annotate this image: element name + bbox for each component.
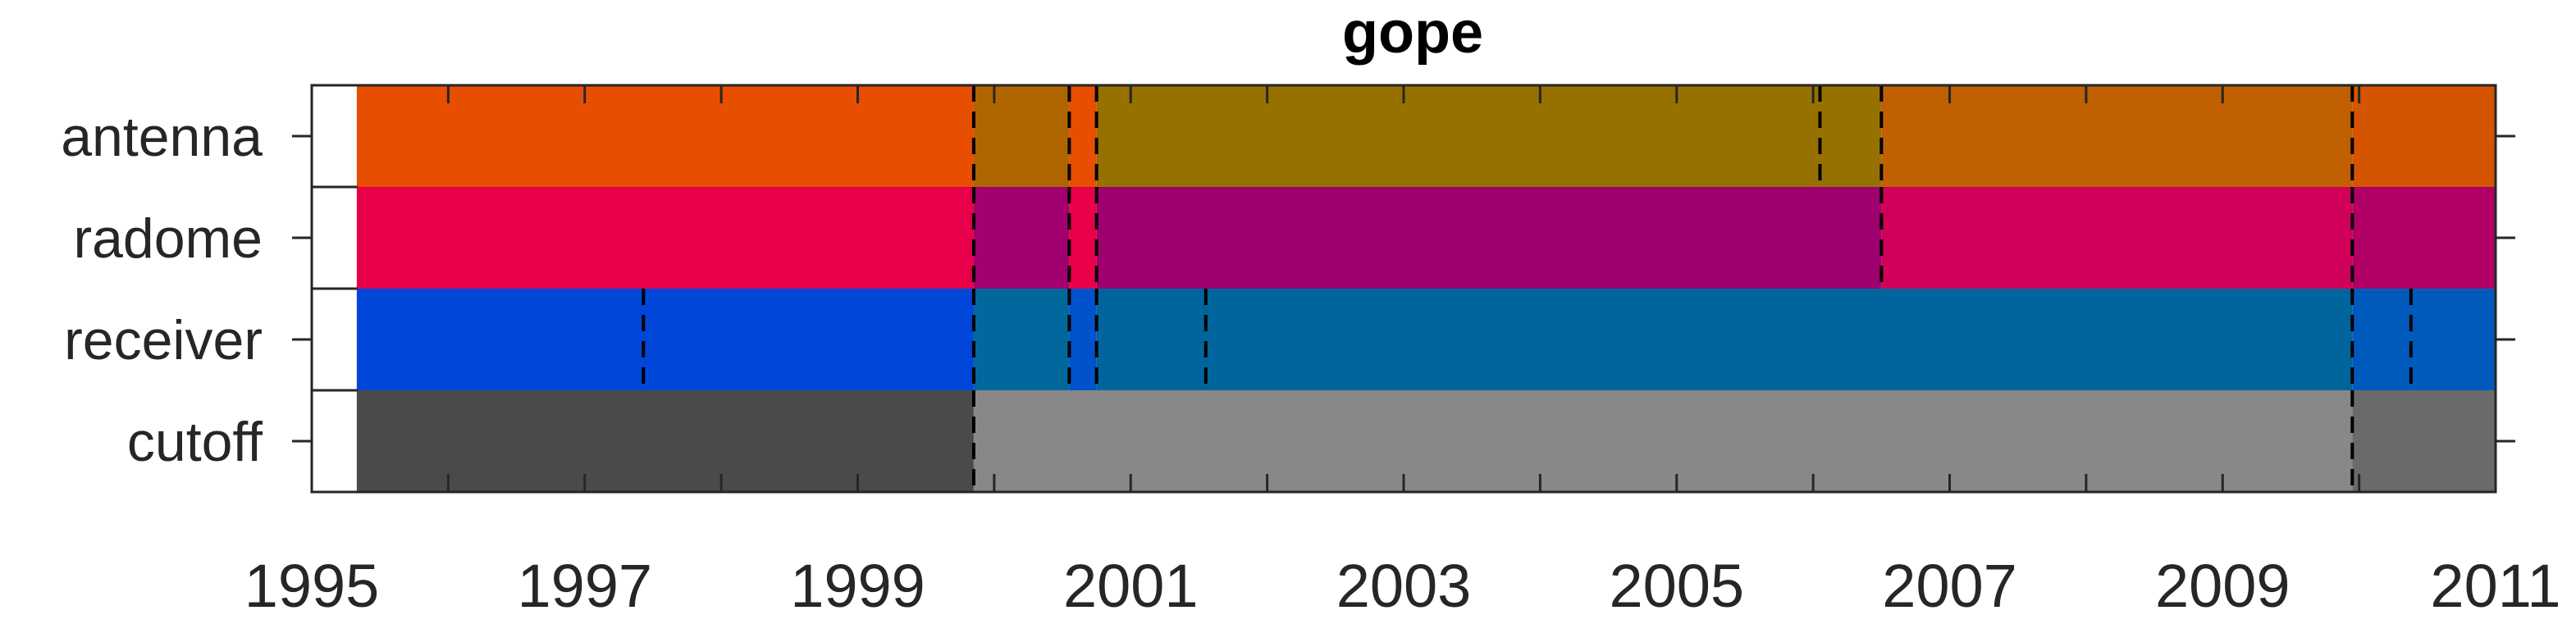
segment-antenna-1: [973, 85, 1070, 187]
x-tick-label-1999: 1999: [790, 552, 925, 620]
segment-antenna-5: [2352, 85, 2496, 187]
x-tick-label-2001: 2001: [1063, 552, 1199, 620]
segment-receiver-0: [356, 289, 974, 390]
segment-radome-5: [2352, 187, 2496, 289]
x-tick-label-2011: 2011: [2430, 552, 2560, 620]
segment-antenna-0: [356, 85, 974, 187]
segment-antenna-4: [1881, 85, 2353, 187]
x-tick-label-1997: 1997: [517, 552, 652, 620]
x-tick-label-2003: 2003: [1336, 552, 1472, 620]
row-label-radome: radome: [73, 207, 263, 270]
row-label-antenna: antenna: [61, 106, 263, 168]
segment-receiver-4: [2352, 289, 2496, 390]
segment-cutoff-0: [356, 390, 974, 492]
segment-radome-1: [973, 187, 1070, 289]
x-tick-label-2005: 2005: [1609, 552, 1744, 620]
segment-receiver-3: [1096, 289, 2353, 390]
axes-layer: antenna radome receiver cutoff 1995 1997 1999 2…: [61, 84, 2561, 620]
segment-antenna-2: [1069, 85, 1097, 187]
change-markers-layer: [642, 85, 2413, 492]
segment-radome-0: [356, 187, 974, 289]
x-tick-label-1995: 1995: [244, 552, 380, 620]
segment-cutoff-2: [2352, 390, 2496, 492]
x-tick-label-2009: 2009: [2155, 552, 2291, 620]
segment-receiver-1: [973, 289, 1070, 390]
segment-radome-4: [1881, 187, 2353, 289]
row-label-cutoff: cutoff: [127, 411, 263, 473]
chart-title: gope: [1342, 0, 1483, 66]
plot-frame: [310, 84, 2497, 494]
segment-radome-3: [1096, 187, 1882, 289]
segment-cutoff-1: [973, 390, 2353, 492]
row-label-receiver: receiver: [64, 309, 263, 371]
x-tick-label-2007: 2007: [1882, 552, 2017, 620]
segments-layer: [356, 85, 2496, 492]
segment-radome-2: [1069, 187, 1097, 289]
segment-receiver-2: [1069, 289, 1097, 390]
segment-antenna-3: [1096, 85, 1882, 187]
